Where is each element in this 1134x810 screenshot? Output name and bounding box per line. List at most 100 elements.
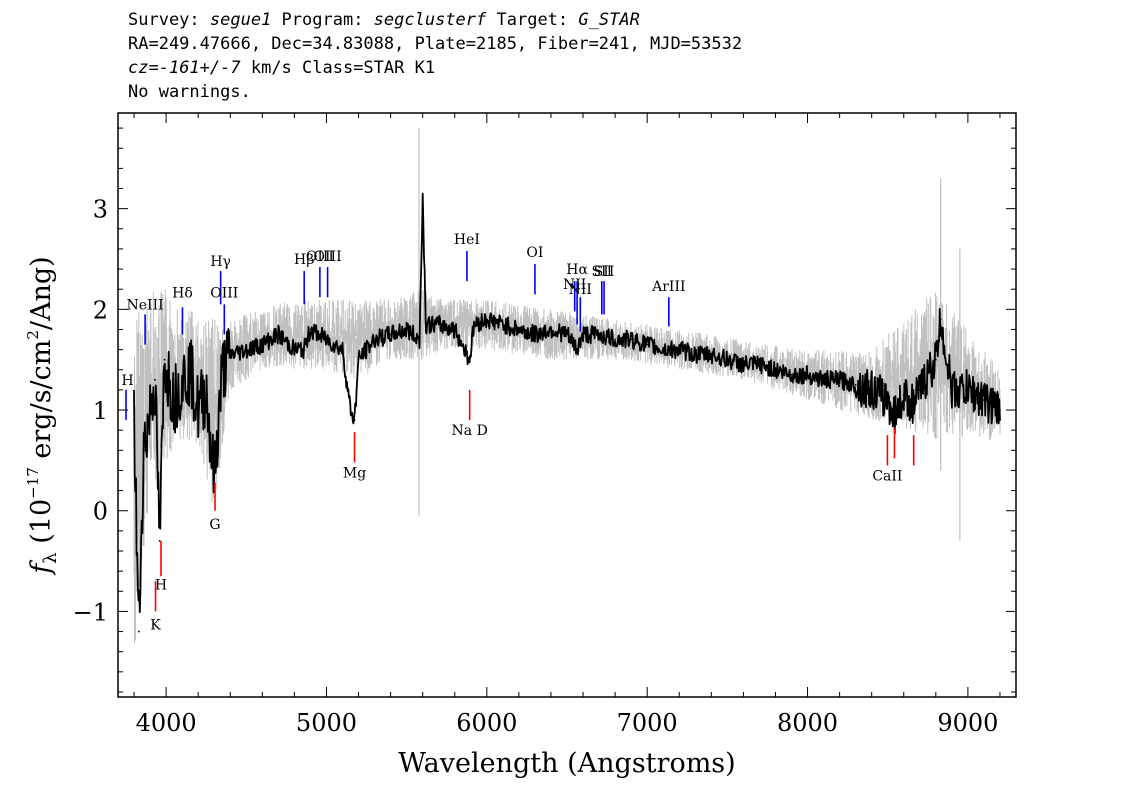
spectral-lines-layer: HNeIIIHδHγOIIIHβOIIIOIIIHeIOINIIHαNIISII…	[122, 232, 915, 634]
flux-point	[163, 358, 166, 361]
flux-point	[357, 358, 360, 361]
x-tick-label-1: 5000	[296, 709, 357, 737]
emission-line-label-10: NII	[563, 277, 586, 293]
flux-point	[939, 318, 942, 321]
emission-line-label-9: OI	[526, 245, 543, 261]
absorption-line-label-1: H	[155, 577, 167, 593]
flux-point	[197, 409, 200, 411]
flux-point	[221, 368, 224, 371]
flux-point	[822, 378, 825, 381]
flux-point	[142, 449, 145, 452]
emission-line-label-4: OIII	[210, 285, 238, 301]
absorption-line-label-4: Na D	[452, 423, 488, 439]
flux-point	[405, 328, 408, 331]
flux-point	[389, 333, 392, 336]
flux-point	[229, 353, 232, 356]
flux-point	[983, 399, 985, 401]
target-key: Target:	[486, 10, 579, 30]
flux-point	[576, 348, 579, 351]
emission-line-label-7: OIII	[314, 249, 342, 265]
flux-point	[918, 388, 921, 391]
absorption-line-label-5: CaII	[872, 469, 902, 485]
header-line-coords: RA=249.47666, Dec=34.83088, Plate=2185, …	[128, 34, 743, 54]
program-value: segclusterf	[373, 10, 487, 30]
emission-line-label-0: H	[122, 373, 134, 389]
flux-point	[742, 363, 745, 366]
flux-point	[886, 399, 889, 401]
flux-point	[189, 368, 192, 371]
flux-point	[245, 348, 248, 351]
flux-point	[517, 328, 520, 331]
flux-point	[293, 348, 296, 351]
flux-point	[309, 328, 312, 331]
plot-frame	[117, 112, 1017, 698]
flux-point	[173, 399, 176, 401]
flux-point	[950, 388, 953, 391]
flux-point	[893, 414, 896, 416]
flux-point	[453, 328, 456, 331]
axis-ticks: 4000 5000 6000 7000 8000 9000 −1 0 1 2 3	[73, 113, 1016, 737]
flux-point	[726, 358, 729, 361]
flux-point	[133, 419, 135, 422]
header-line-redshift: cz=-161+/-7 km/s Class=STAR K1	[128, 56, 742, 80]
flux-point	[934, 358, 937, 361]
flux-point	[966, 388, 969, 391]
survey-key: Survey:	[128, 10, 210, 30]
class-text: km/s Class=STAR K1	[240, 58, 436, 78]
absorption-line-label-3: Mg	[343, 465, 366, 481]
flux-point	[181, 378, 184, 381]
flux-point	[421, 197, 424, 200]
flux-point	[373, 338, 376, 341]
flux-point	[630, 338, 633, 341]
flux-point	[277, 333, 280, 336]
flux-point	[534, 333, 536, 336]
flux-point	[137, 630, 140, 633]
flux-point	[205, 388, 208, 391]
y-tick-label-3: 2	[93, 296, 108, 324]
flux-point	[774, 368, 777, 371]
flux-point	[582, 333, 584, 336]
y-tick-label-2: 1	[93, 397, 108, 425]
flux-point	[473, 323, 475, 326]
cz-key: cz=	[128, 58, 159, 78]
flux-point	[149, 409, 151, 411]
flux-point	[838, 378, 841, 381]
x-tick-label-5: 9000	[937, 709, 998, 737]
program-key: Program:	[271, 10, 374, 30]
flux-point	[303, 348, 305, 351]
emission-line-label-6: OIII	[306, 249, 334, 265]
smoothed-flux-line	[133, 192, 1001, 614]
flux-point	[158, 540, 161, 542]
flux-point	[870, 388, 873, 391]
flux-point	[678, 348, 681, 351]
flux-point	[353, 419, 356, 422]
emission-line-label-15: ArIII	[651, 279, 685, 295]
flux-point	[999, 409, 1001, 411]
flux-point	[902, 394, 905, 396]
flux-point	[424, 323, 427, 326]
flux-point	[662, 348, 665, 351]
y-tick-label-0: −1	[73, 598, 108, 626]
emission-line-label-5: Hβ	[294, 252, 314, 268]
emission-line-label-12: NII	[569, 282, 592, 298]
flux-point	[418, 338, 421, 341]
emission-line-label-13: SII	[591, 264, 612, 280]
flux-point	[485, 318, 488, 321]
emission-line-label-11: Hα	[566, 262, 588, 278]
flux-point	[694, 353, 697, 356]
x-tick-label-2: 6000	[456, 709, 517, 737]
cz-value: -161+/-7	[158, 58, 241, 78]
flux-point	[213, 479, 216, 482]
survey-value: segue1	[209, 10, 272, 30]
flux-point	[854, 383, 857, 386]
emission-line-label-2: Hδ	[172, 285, 193, 301]
x-axis-label: Wavelength (Angstroms)	[398, 748, 735, 779]
flux-point	[646, 343, 649, 346]
flux-point	[550, 328, 552, 331]
header-line-warnings: No warnings.	[128, 82, 251, 102]
flux-point	[566, 333, 568, 336]
x-tick-label-0: 4000	[136, 709, 197, 737]
flux-point	[437, 323, 440, 326]
x-tick-label-3: 7000	[617, 709, 678, 737]
